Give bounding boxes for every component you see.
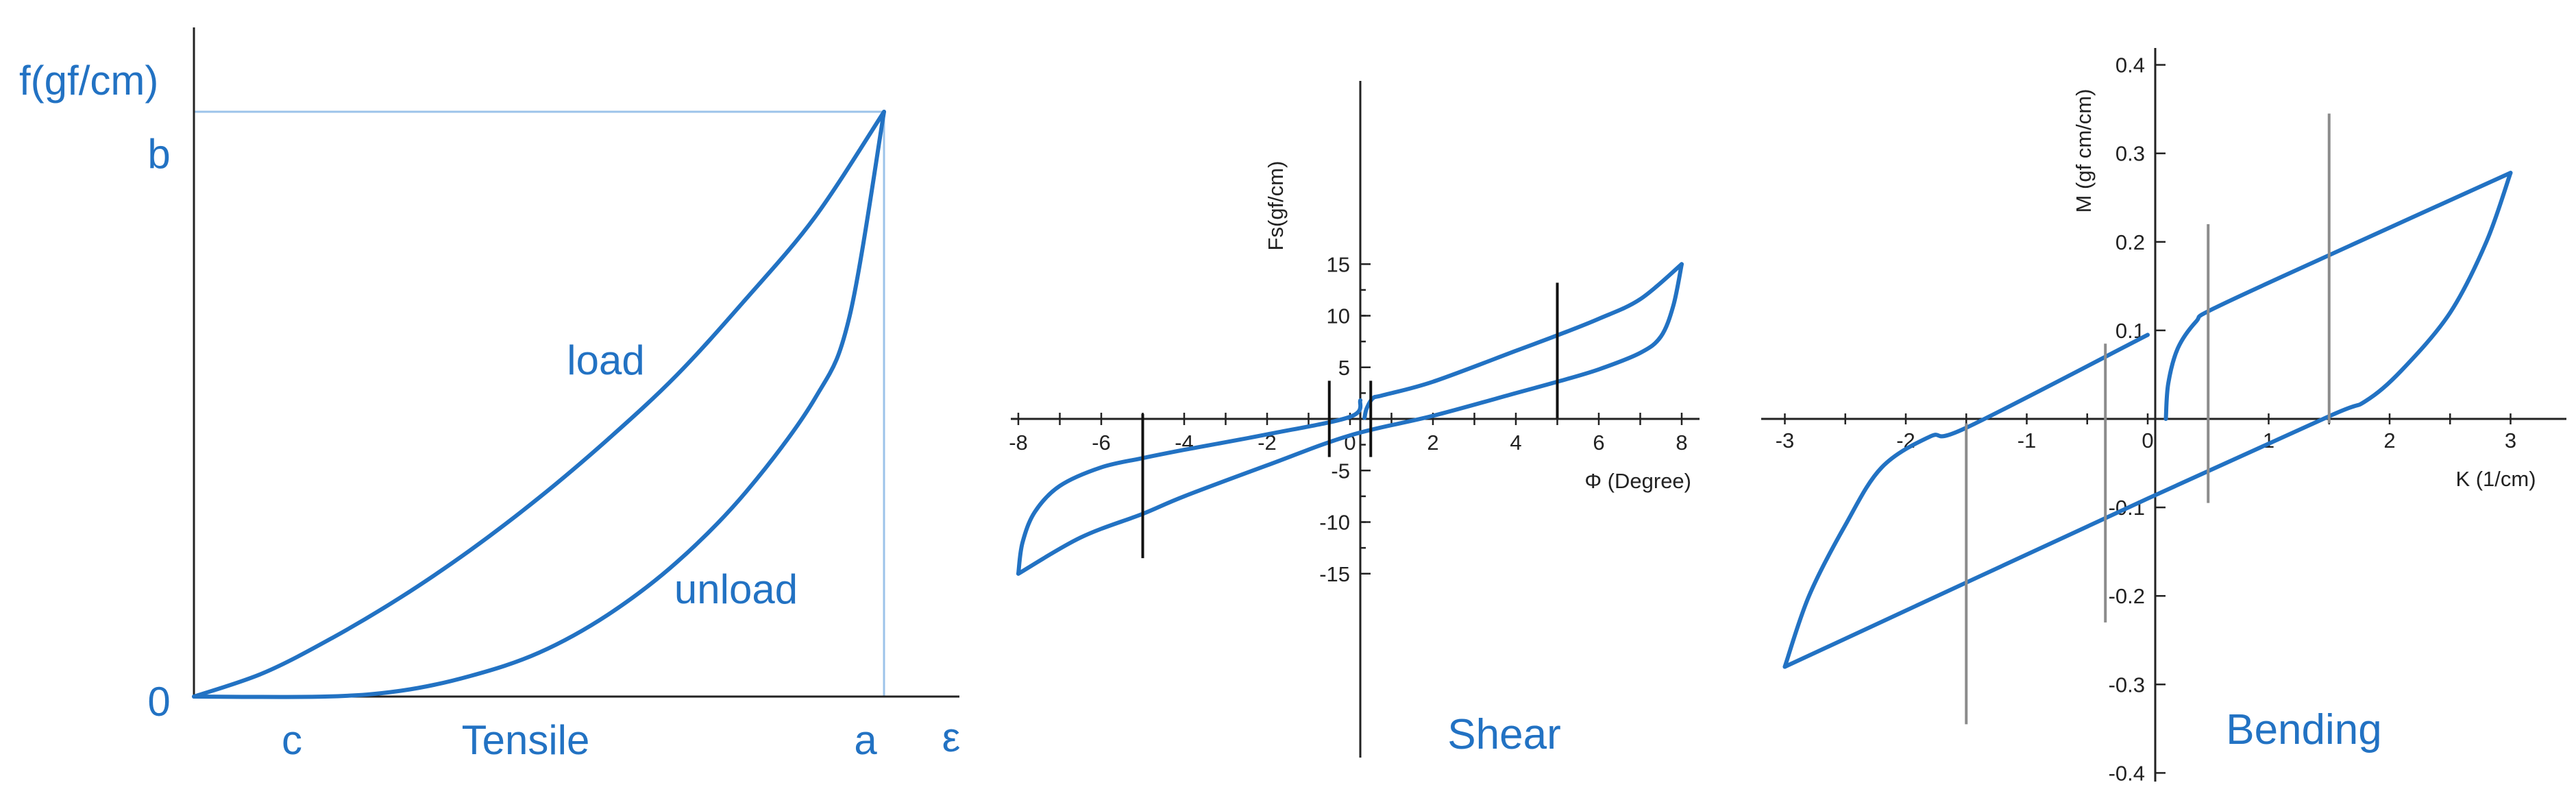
bending-hysteresis-branch-3	[2163, 171, 2513, 421]
tensile-x-label: ε	[942, 714, 961, 760]
bending-x-tick-label: 3	[2505, 428, 2516, 452]
shear-y-tick-label: 5	[1338, 356, 1350, 380]
unload-curve-label: unload	[674, 566, 798, 612]
shear-x-tick-label: 6	[1593, 431, 1604, 455]
shear-chart: -8 -6 -4 -2 0 2 4 6 8 -15 -10 -5 5 10 15 Fs(gf/cm) Φ (…	[980, 0, 1734, 809]
shear-x-label: Φ (Degree)	[1584, 469, 1691, 493]
bending-y-tick-label: -0.4	[2109, 761, 2145, 785]
tensile-y-label: f(gf/cm)	[19, 58, 158, 104]
bending-y-tick-label: 0.3	[2115, 142, 2145, 166]
tensile-tick-c: c	[282, 717, 302, 763]
bending-panel-label: Bending	[2226, 706, 2382, 753]
shear-y-tick-label: 15	[1327, 252, 1350, 276]
tensile-tick-b: b	[147, 131, 170, 177]
tensile-plot: f(gf/cm) b 0 c a ε Tensile load unload	[19, 27, 961, 763]
shear-x-tick-label: -6	[1092, 431, 1111, 455]
bending-x-label: K (1/cm)	[2455, 467, 2536, 491]
shear-x-tick-label: 8	[1676, 431, 1687, 455]
bending-x-tick-label: -1	[2017, 428, 2037, 452]
bending-x-tick-label: 0	[2142, 428, 2153, 452]
shear-y-tick-label: -5	[1331, 459, 1350, 483]
shear-y-tick-label: -15	[1319, 562, 1350, 586]
bending-x-tick-label: -3	[1776, 428, 1795, 452]
bending-y-tick-label: -0.2	[2109, 584, 2145, 608]
bending-hysteresis-branch-1	[1782, 333, 2150, 669]
shear-y-tick-label: -10	[1319, 511, 1350, 535]
bending-hysteresis-branch-2	[1782, 171, 2513, 669]
tensile-unload-curve	[192, 110, 886, 699]
load-curve-label: load	[567, 337, 644, 383]
shear-panel-label: Shear	[1447, 711, 1560, 758]
bending-plot: -3 -2 -1 0 1 2 3-0.4-0.3-0.2-0.10.10.20.30.4 M…	[1761, 48, 2566, 785]
bending-chart: -3 -2 -1 0 1 2 3 -0.4 -0.3 -0.2 -0.1 0.1 0.2 0.3 0.4 M…	[1734, 0, 2576, 809]
tensile-tick-origin: 0	[147, 679, 170, 725]
shear-x-tick-label: -8	[1009, 431, 1028, 455]
tensile-tick-a: a	[854, 717, 877, 763]
bending-x-tick-label: 2	[2383, 428, 2395, 452]
bending-y-tick-label: 0.2	[2115, 230, 2145, 254]
shear-x-tick-label: 2	[1427, 431, 1438, 455]
shear-hysteresis-branch-1	[1016, 398, 1363, 576]
tensile-load-curve	[192, 110, 886, 699]
shear-y-label: Fs(gf/cm)	[1264, 161, 1288, 251]
shear-y-tick-label: 10	[1327, 304, 1350, 328]
tensile-chart: f(gf/cm) b 0 c a ε Tensile load unload	[0, 0, 980, 809]
bending-y-tick-label: -0.3	[2109, 673, 2145, 697]
bending-y-label: M (gf cm/cm)	[2072, 89, 2096, 213]
tensile-panel-label: Tensile	[462, 717, 590, 763]
shear-x-tick-label: 4	[1510, 431, 1521, 455]
bending-y-tick-label: 0.4	[2115, 53, 2145, 77]
shear-hysteresis-branch-3	[1362, 262, 1684, 420]
